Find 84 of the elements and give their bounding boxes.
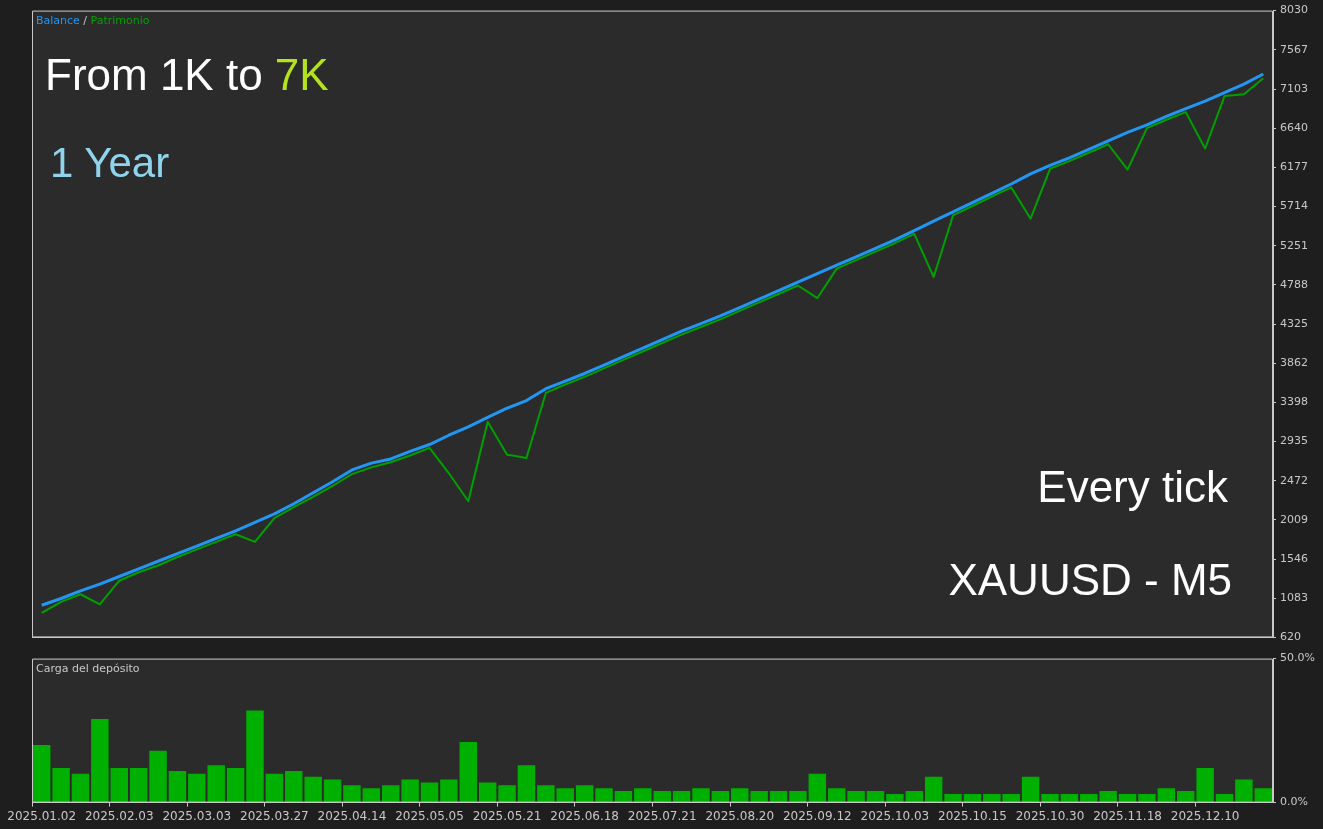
bar: [343, 785, 361, 803]
y-tick-label: 4325: [1280, 316, 1308, 330]
bar: [459, 742, 478, 803]
x-tick-label: 2025.03.03: [162, 808, 232, 823]
bar: [1157, 788, 1176, 803]
y-tick-label: 0.0%: [1280, 795, 1308, 809]
bar: [789, 791, 807, 803]
bar: [382, 785, 400, 803]
y-tick-label: 50.0%: [1280, 651, 1315, 665]
bar: [304, 776, 322, 803]
x-tick-label: 2025.04.14: [317, 808, 387, 823]
bar: [847, 791, 865, 803]
bar: [168, 770, 187, 803]
legend-title: /: [79, 14, 91, 28]
x-tick-label: 2025.03.27: [240, 808, 309, 823]
bar: [265, 773, 284, 803]
y-tick-label: 5251: [1280, 238, 1308, 252]
x-tick-label: 2025.02.03: [84, 808, 154, 823]
y-tick-label: 1546: [1280, 551, 1308, 565]
y-tick-label: 6640: [1280, 121, 1308, 135]
bar: [91, 719, 109, 803]
x-tick-label: 2025.10.03: [860, 808, 930, 823]
bar: [808, 773, 827, 803]
x-tick-label: 2025.08.20: [705, 808, 775, 823]
annotation: Every tick: [1037, 462, 1229, 512]
bar: [32, 745, 51, 803]
bar: [517, 765, 536, 803]
text: Patrimonio: [90, 14, 150, 28]
bar: [285, 770, 303, 803]
bar: [575, 785, 594, 803]
x-tick-label: 2025.10.15: [938, 808, 1007, 823]
y-tick-label: 7567: [1280, 42, 1308, 56]
y-tick-label: 3862: [1280, 356, 1308, 370]
bar: [692, 788, 710, 803]
y-tick-label: 1083: [1280, 591, 1308, 605]
bar: [750, 791, 768, 803]
y-tick-label: 4788: [1280, 277, 1308, 291]
bar: [1196, 768, 1214, 803]
annotation: From 1K to 7K: [45, 50, 329, 100]
bar: [71, 773, 90, 803]
bar: [52, 768, 70, 803]
bar: [401, 779, 419, 803]
y-tick-label: 2472: [1280, 473, 1308, 487]
bar: [1254, 788, 1273, 803]
bar: [1021, 776, 1040, 803]
x-tick-label: 2025.05.21: [472, 808, 542, 823]
x-tick-label: 2025.10.30: [1015, 808, 1085, 823]
bar: [827, 788, 846, 803]
annotation: XAUUSD - M5: [948, 555, 1232, 605]
bar: [498, 785, 516, 803]
y-tick-label: 2935: [1280, 434, 1308, 448]
y-tick-label: 5714: [1280, 199, 1308, 213]
bar: [537, 785, 555, 803]
x-tick-label: 2025.07.21: [627, 808, 697, 823]
y-tick-label: 8030: [1280, 3, 1308, 17]
bar: [110, 768, 128, 803]
annotation: 1 Year: [50, 138, 170, 186]
bar: [129, 768, 148, 803]
x-tick-label: 2025.09.12: [782, 808, 852, 823]
x-tick-label: 2025.06.18: [550, 808, 619, 823]
bar: [323, 779, 342, 803]
bar: [420, 782, 439, 803]
bar: [246, 710, 264, 803]
y-tick-label: 2009: [1280, 512, 1308, 526]
x-tick-label: 2025.11.18: [1093, 808, 1162, 823]
bar: [924, 776, 943, 803]
bar: [149, 750, 167, 803]
bar: [478, 782, 497, 803]
bar: [362, 788, 381, 803]
text: Balance: [36, 14, 81, 28]
bar: [226, 768, 245, 803]
bar: [440, 779, 458, 803]
x-tick-label: 2025.12.10: [1170, 808, 1240, 823]
y-tick-label: 3398: [1280, 395, 1308, 409]
bar: [1235, 779, 1253, 803]
x-tick-label: 2025.01.02: [7, 808, 77, 823]
bar: [595, 788, 613, 803]
bar: [731, 788, 749, 803]
y-tick-label: 6177: [1280, 160, 1308, 174]
chart-title: Carga del depósito: [36, 662, 140, 676]
bar: [556, 788, 574, 803]
y-tick-label: 620: [1280, 630, 1301, 644]
y-tick-label: 7103: [1280, 81, 1308, 95]
x-tick-label: 2025.05.05: [395, 808, 464, 823]
